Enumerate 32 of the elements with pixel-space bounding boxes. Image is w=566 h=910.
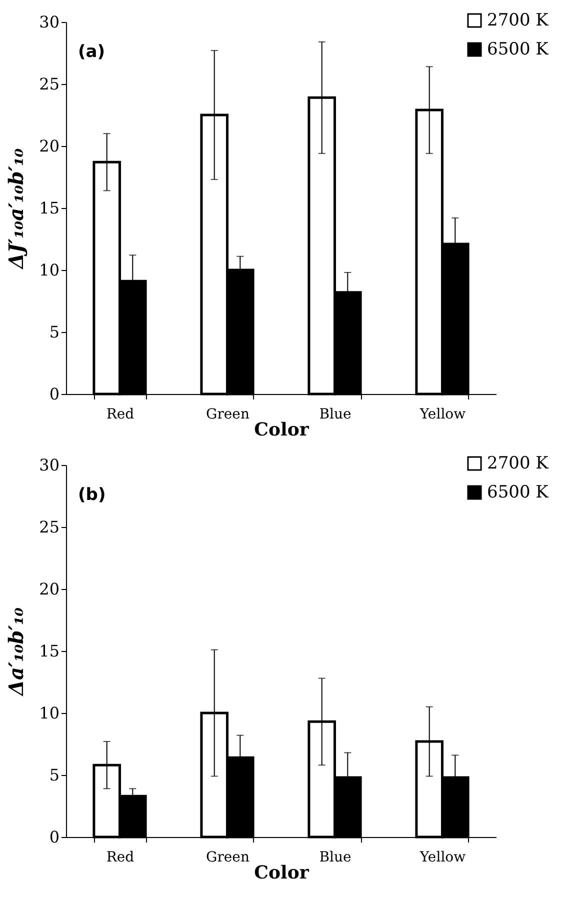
x-tick-label: Red [106,850,134,866]
x-tick-label: Blue [319,850,352,866]
y-tick-label: 0 [49,384,60,404]
y-tick-label: 25 [39,518,60,536]
y-axis-title: ΔJ′₁₀a′₁₀b′₁₀ [4,148,28,270]
y-tick-label: 25 [39,74,60,94]
y-tick-label: 30 [39,456,60,474]
x-tick-label: Blue [319,406,352,422]
x-tick-label: Yellow [418,406,466,422]
x-axis-title: Color [254,862,310,884]
y-tick-label: 10 [39,704,60,722]
annotation: (a) [78,42,106,62]
y-tick-label: 15 [39,642,60,660]
legend-label: 2700 K [487,10,549,30]
x-tick-label: Yellow [418,850,466,866]
legend-label: 6500 K [487,482,549,502]
annotation: (b) [78,485,106,505]
x-tick-label: Green [206,406,250,422]
y-tick-label: 5 [49,322,60,342]
x-axis-title: Color [254,420,310,440]
y-axis-title: Δa′₁₀b′₁₀ [4,607,28,697]
legend-label: 2700 K [487,454,549,474]
x-tick-label: Red [106,406,134,422]
y-tick-label: 20 [39,580,60,598]
y-tick-label: 15 [39,198,60,218]
x-tick-label: Green [206,850,250,866]
y-tick-label: 0 [49,828,60,846]
legend-label: 6500 K [487,40,549,60]
y-tick-label: 10 [39,260,60,280]
y-tick-label: 5 [49,766,60,784]
y-tick-label: 30 [39,12,60,32]
y-tick-label: 20 [39,136,60,156]
